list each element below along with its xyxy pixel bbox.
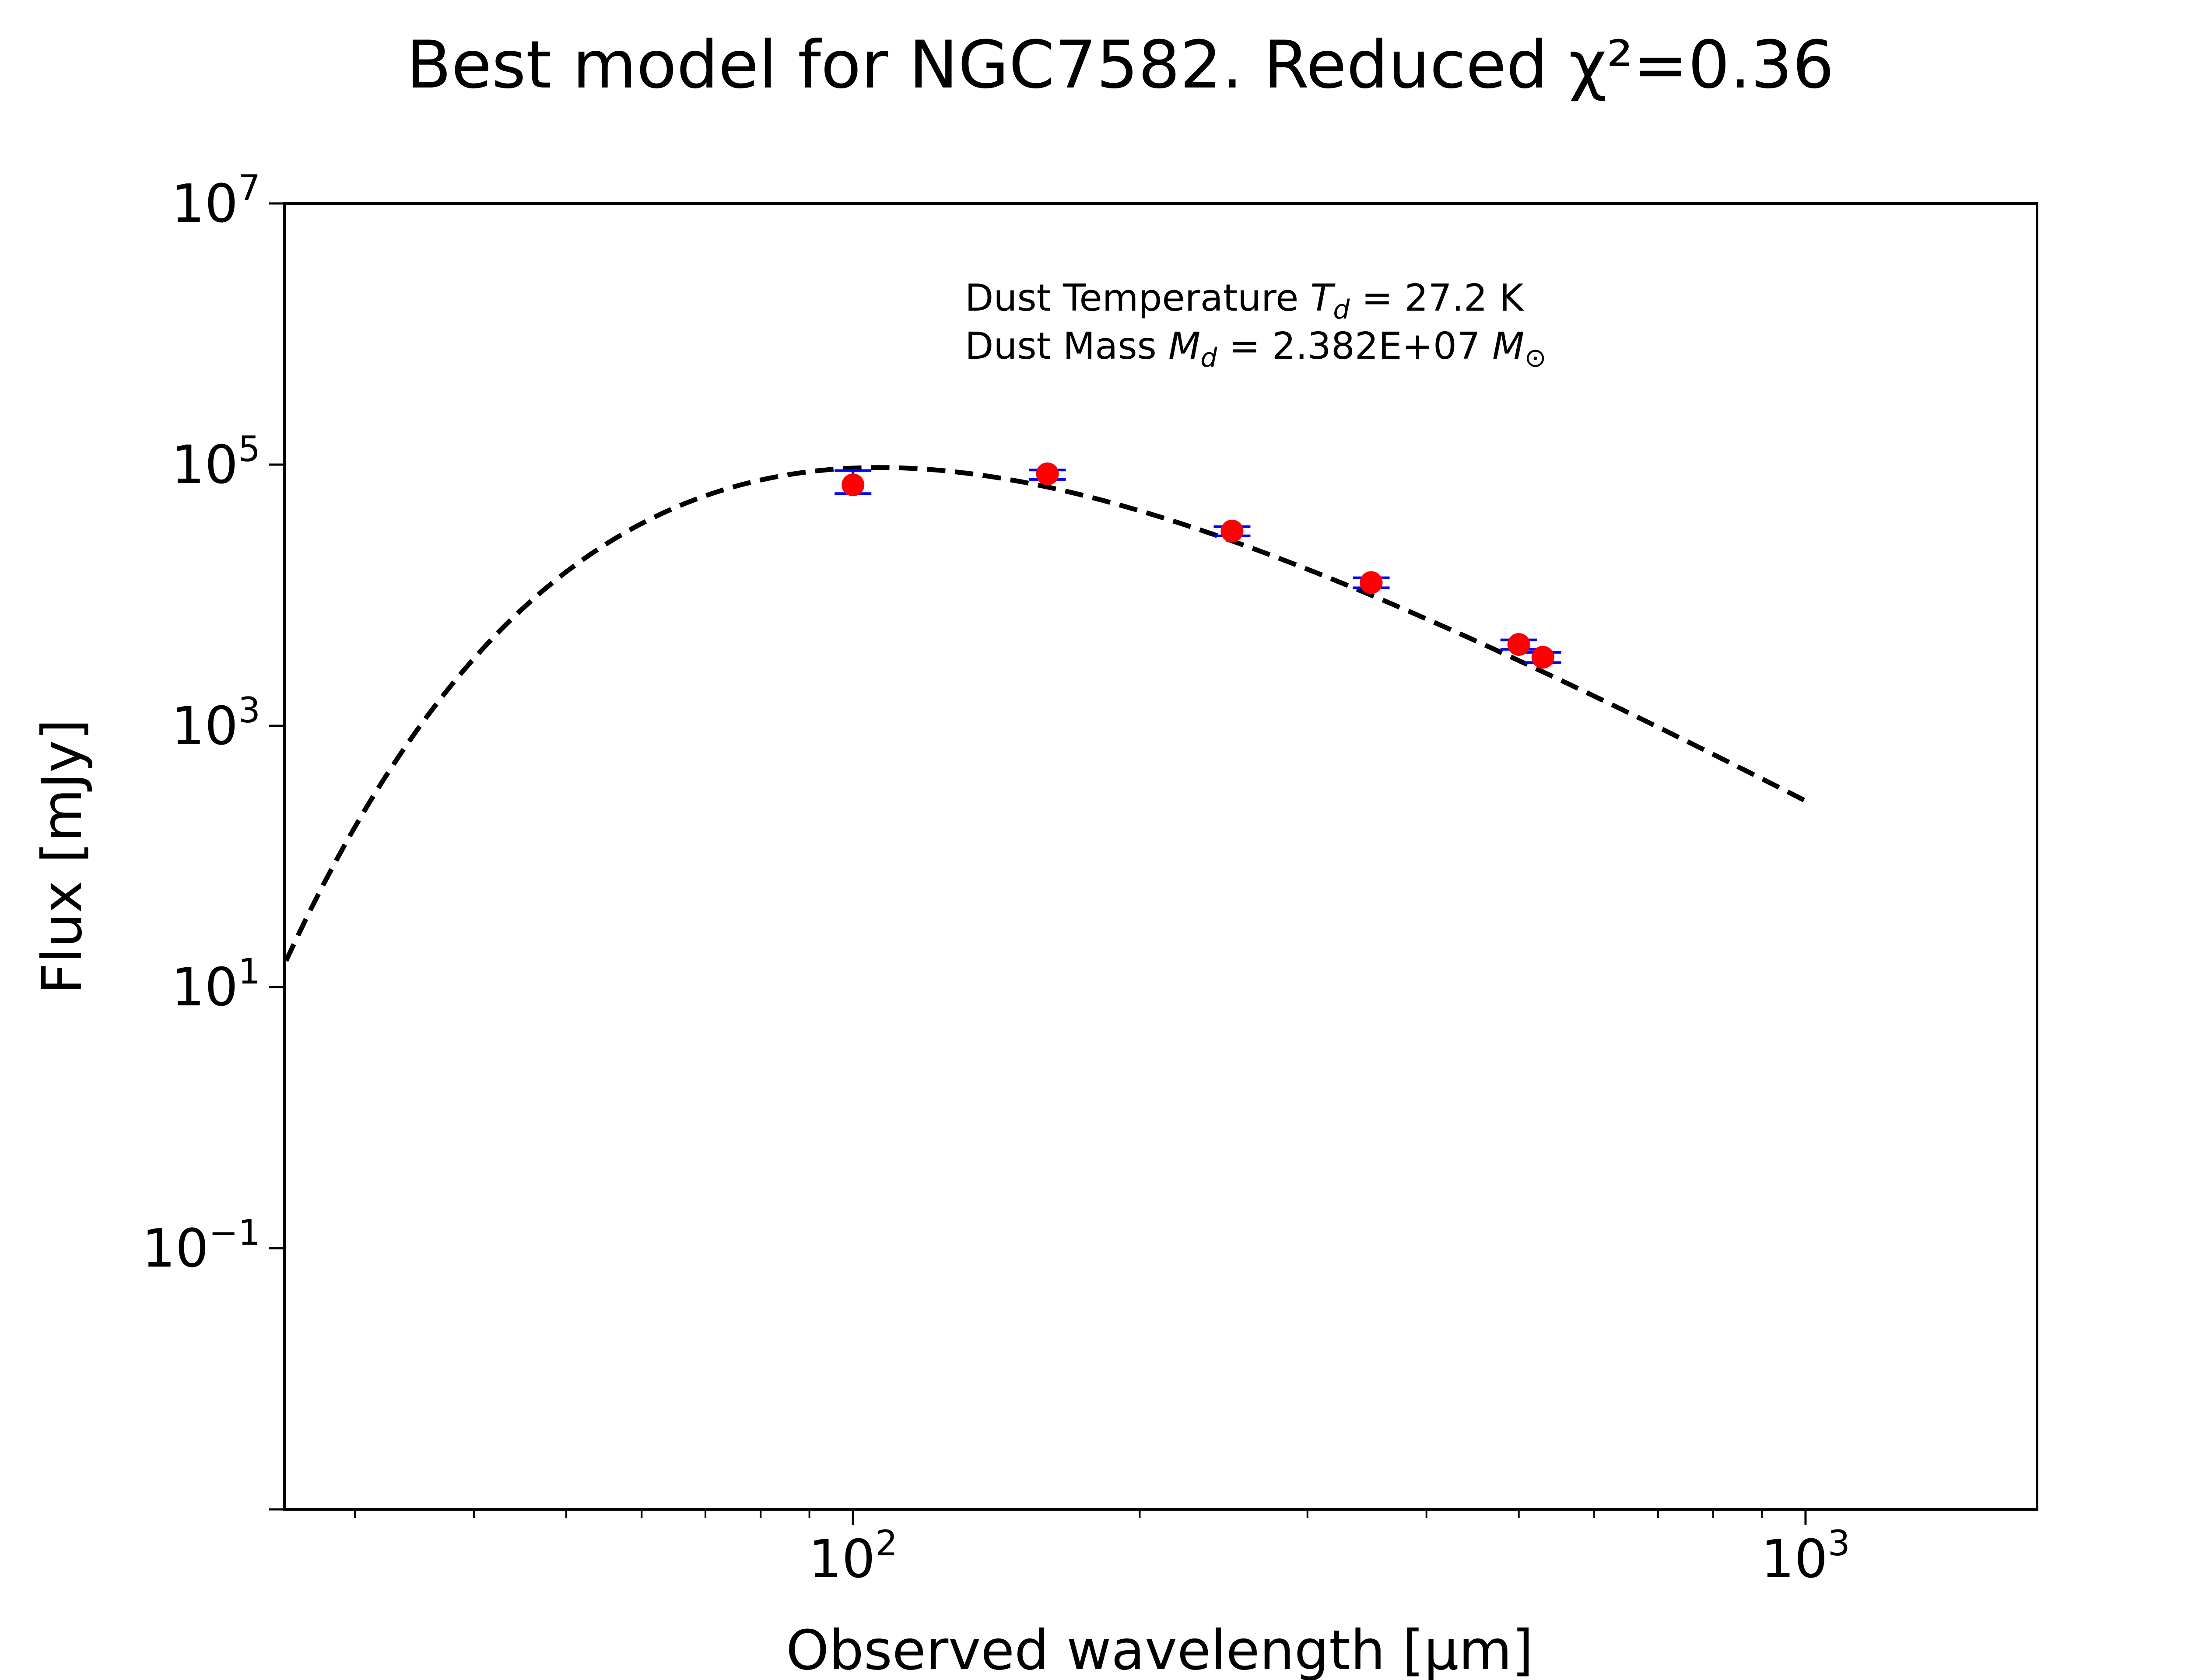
data-point xyxy=(1531,646,1554,669)
annotation-mass-subscript: d xyxy=(1200,343,1217,373)
y-tick-label-base: 10 xyxy=(171,696,238,757)
y-axis-label: Flux [mJy] xyxy=(31,719,94,994)
annotation-temp-prefix: Dust Temperature xyxy=(965,276,1310,320)
x-axis-label: Observed wavelength [μm] xyxy=(786,1619,1533,1680)
y-tick-label: 107 xyxy=(171,168,260,234)
x-minor-ticks xyxy=(354,1509,1763,1518)
y-tick-label-exponent: 1 xyxy=(238,951,260,992)
annotation-temp-value: = 27.2 K xyxy=(1350,276,1525,320)
y-tick-label: 103 xyxy=(171,690,260,757)
y-tick-label-base: 10 xyxy=(171,174,238,234)
x-tick-label-base: 10 xyxy=(1761,1529,1828,1590)
model-curve-layer xyxy=(284,465,1807,962)
x-tick-label: 102 xyxy=(808,1523,898,1590)
y-tick-label-exponent: 3 xyxy=(238,690,260,731)
data-point xyxy=(1036,462,1059,486)
y-tick-label-base: 10 xyxy=(142,1218,209,1279)
y-tick-label: 101 xyxy=(171,951,260,1018)
y-tick-label-exponent: 7 xyxy=(238,168,260,208)
annotation-mass: Dust Mass Md = 2.382E+07 M⊙ xyxy=(965,325,1546,373)
annotation-mass-prefix: Dust Mass xyxy=(965,325,1168,368)
annotation-mass-unit: M xyxy=(1492,325,1524,368)
data-point xyxy=(1507,633,1530,656)
y-tick-label: 105 xyxy=(171,429,260,496)
y-tick-label-exponent: 5 xyxy=(238,429,260,469)
chart-title: Best model for NGC7582. Reduced χ²=0.36 xyxy=(407,27,1834,103)
x-axis-ticks: 102 103 xyxy=(808,1509,1850,1590)
data-point xyxy=(1360,571,1383,594)
annotation-temp-symbol: T xyxy=(1310,276,1336,320)
y-tick-label: 10−1 xyxy=(142,1212,260,1279)
data-point-layer xyxy=(842,462,1554,669)
annotation-mass-symbol: M xyxy=(1168,325,1200,368)
y-tick-label-exponent: −1 xyxy=(209,1212,260,1253)
x-tick-label: 103 xyxy=(1761,1523,1850,1590)
annotation-mass-value: = 2.382E+07 xyxy=(1217,325,1492,368)
model-curve xyxy=(284,465,1807,962)
plot-area xyxy=(283,202,2038,1511)
x-tick-label-exponent: 3 xyxy=(1828,1523,1850,1564)
y-tick-label-base: 10 xyxy=(171,957,238,1018)
annotation-temp-subscript: d xyxy=(1333,294,1350,325)
annotation-temperature: Dust Temperature Td = 27.2 K xyxy=(965,276,1525,325)
x-tick-label-exponent: 2 xyxy=(875,1523,898,1564)
data-point xyxy=(1220,519,1244,542)
y-tick-label-base: 10 xyxy=(171,435,238,496)
data-point xyxy=(842,473,865,497)
annotation-mass-unit-subscript: ⊙ xyxy=(1524,343,1546,373)
x-tick-label-base: 10 xyxy=(808,1529,875,1590)
